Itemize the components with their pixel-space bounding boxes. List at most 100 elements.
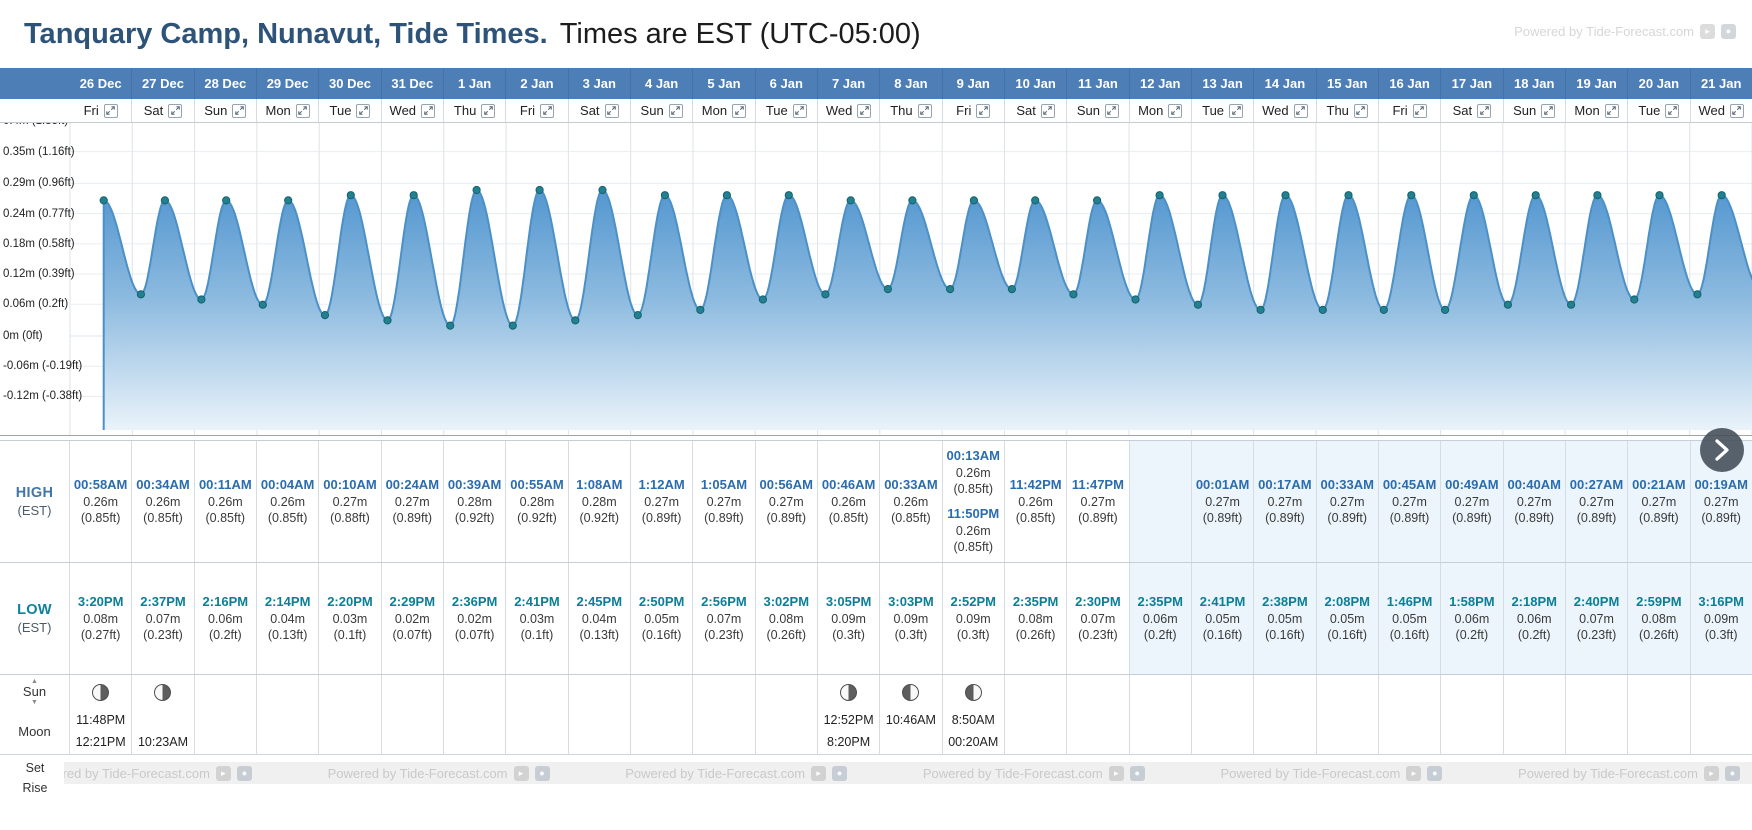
date-header-cell[interactable]: 28 Dec xyxy=(193,68,256,99)
weekday-cell[interactable]: Fri xyxy=(70,99,131,122)
scroll-up-icon[interactable]: ▲ xyxy=(31,677,38,685)
high-tide-time: 00:11AM xyxy=(198,476,252,492)
expand-day-icon[interactable] xyxy=(732,103,747,118)
expand-day-icon[interactable] xyxy=(1040,103,1055,118)
date-header-cell[interactable]: 18 Jan xyxy=(1502,68,1565,99)
expand-day-icon[interactable] xyxy=(540,103,555,118)
weekday-cell[interactable]: Mon xyxy=(255,99,318,122)
date-header-cell[interactable]: 21 Jan xyxy=(1689,68,1752,99)
watermark-icon: ▸ xyxy=(215,765,231,781)
tide-extreme-dot xyxy=(99,196,108,205)
tide-height-m: 0.26m xyxy=(893,494,929,509)
date-header-cell[interactable]: 8 Jan xyxy=(879,68,941,99)
date-header-cell[interactable]: 4 Jan xyxy=(629,68,692,99)
weekday-cell[interactable]: Thu xyxy=(442,99,505,122)
weekday-cell[interactable]: Sun xyxy=(193,99,256,122)
weekday-cell[interactable]: Tue xyxy=(1627,99,1689,122)
tide-extreme-dot xyxy=(258,300,267,309)
date-header-cell[interactable]: 6 Jan xyxy=(754,68,817,99)
low-cell: 2:56PM 0.07m (0.23ft) xyxy=(692,563,754,674)
expand-day-icon[interactable] xyxy=(792,103,807,118)
weekday-cell[interactable]: Sun xyxy=(1502,99,1565,122)
expand-day-icon[interactable] xyxy=(295,103,310,118)
weekday-cell[interactable]: Sun xyxy=(629,99,692,122)
tide-entry: 00:49AM 0.27m (0.89ft) xyxy=(1445,477,1498,526)
weekday-cell[interactable]: Wed xyxy=(380,99,443,122)
weekday-cell[interactable]: Fri xyxy=(1377,99,1440,122)
weekday-cell[interactable]: Wed xyxy=(1253,99,1315,122)
expand-day-icon[interactable] xyxy=(917,103,932,118)
tide-height-ft: (0.13ft) xyxy=(267,627,308,642)
expand-day-icon[interactable] xyxy=(604,103,619,118)
expand-day-icon[interactable] xyxy=(1412,103,1427,118)
expand-day-icon[interactable] xyxy=(668,103,683,118)
expand-day-icon[interactable] xyxy=(1293,103,1308,118)
expand-day-icon[interactable] xyxy=(168,103,183,118)
watermark-icon: ▸ xyxy=(811,765,827,781)
tide-extreme-dot xyxy=(1531,191,1540,200)
date-header-cell[interactable]: 30 Dec xyxy=(318,68,380,99)
weekday-cell[interactable]: Mon xyxy=(1128,99,1191,122)
weekday-cell[interactable]: Wed xyxy=(816,99,879,122)
date-header-cell[interactable]: 2 Jan xyxy=(505,68,567,99)
astro-cell xyxy=(505,675,567,754)
date-header-cell[interactable]: 13 Jan xyxy=(1190,68,1253,99)
weekday-cell[interactable]: Thu xyxy=(879,99,941,122)
weekday-cell[interactable]: Fri xyxy=(941,99,1004,122)
weekday-cell[interactable]: Tue xyxy=(1190,99,1253,122)
date-header-cell[interactable]: 26 Dec xyxy=(79,76,122,91)
date-header-cell[interactable]: 12 Jan xyxy=(1128,68,1191,99)
expand-day-icon[interactable] xyxy=(356,103,371,118)
date-header-cell[interactable]: 14 Jan xyxy=(1253,68,1315,99)
expand-day-icon[interactable] xyxy=(1541,103,1556,118)
weekday-cell[interactable]: Sat xyxy=(131,99,193,122)
expand-day-icon[interactable] xyxy=(857,103,872,118)
expand-day-icon[interactable] xyxy=(1665,103,1680,118)
next-button[interactable] xyxy=(1700,428,1744,472)
date-header-cell[interactable]: 7 Jan xyxy=(816,68,879,99)
date-header-cell[interactable]: 16 Jan xyxy=(1377,68,1440,99)
expand-day-icon[interactable] xyxy=(976,103,991,118)
low-cell: 2:30PM 0.07m (0.23ft) xyxy=(1066,563,1128,674)
expand-day-icon[interactable] xyxy=(103,103,118,118)
weekday-cell[interactable]: Sat xyxy=(1440,99,1502,122)
date-header-cell[interactable]: 1 Jan xyxy=(442,68,505,99)
weekday-cell[interactable]: Sat xyxy=(567,99,630,122)
expand-day-icon[interactable] xyxy=(1729,103,1744,118)
weekday-cell[interactable]: Sun xyxy=(1066,99,1128,122)
weekday-cell[interactable]: Mon xyxy=(692,99,754,122)
weekday-cell[interactable]: Thu xyxy=(1315,99,1378,122)
date-header-cell[interactable]: 20 Jan xyxy=(1627,68,1689,99)
date-header-cell[interactable]: 5 Jan xyxy=(692,68,754,99)
weekday-cell[interactable]: Wed xyxy=(1689,99,1752,122)
expand-day-icon[interactable] xyxy=(1477,103,1492,118)
expand-day-icon[interactable] xyxy=(232,103,247,118)
weekday-cell[interactable]: Mon xyxy=(1564,99,1627,122)
weekday-cell[interactable]: Tue xyxy=(754,99,817,122)
date-header-cell[interactable]: 29 Dec xyxy=(255,68,318,99)
expand-day-icon[interactable] xyxy=(481,103,496,118)
date-header-cell[interactable]: 11 Jan xyxy=(1066,68,1128,99)
date-header-cell[interactable]: 10 Jan xyxy=(1003,68,1066,99)
tide-height-ft: (0.23ft) xyxy=(143,627,183,642)
date-header-cell[interactable]: 3 Jan xyxy=(567,68,630,99)
date-header-cell[interactable]: 19 Jan xyxy=(1564,68,1627,99)
date-header-cell[interactable]: 9 Jan xyxy=(941,68,1004,99)
expand-day-icon[interactable] xyxy=(421,103,436,118)
tide-extreme-dot xyxy=(446,321,455,330)
tide-extreme-dot xyxy=(1655,191,1664,200)
date-header-cell[interactable]: 27 Dec xyxy=(131,68,193,99)
expand-day-icon[interactable] xyxy=(1229,103,1244,118)
expand-day-icon[interactable] xyxy=(1604,103,1619,118)
date-header-cell[interactable]: 17 Jan xyxy=(1440,68,1502,99)
date-header-cell[interactable]: 15 Jan xyxy=(1315,68,1378,99)
date-header-cell[interactable]: 31 Dec xyxy=(380,68,443,99)
expand-day-icon[interactable] xyxy=(1353,103,1368,118)
weekday-cell[interactable]: Fri xyxy=(505,99,567,122)
expand-day-icon[interactable] xyxy=(1168,103,1183,118)
weekday-cell[interactable]: Tue xyxy=(318,99,380,122)
weekday-cell[interactable]: Sat xyxy=(1003,99,1066,122)
tide-entry: 2:29PM 0.02m (0.07ft) xyxy=(390,594,436,643)
expand-day-icon[interactable] xyxy=(1104,103,1119,118)
scroll-down-icon[interactable]: ▼ xyxy=(31,699,38,707)
